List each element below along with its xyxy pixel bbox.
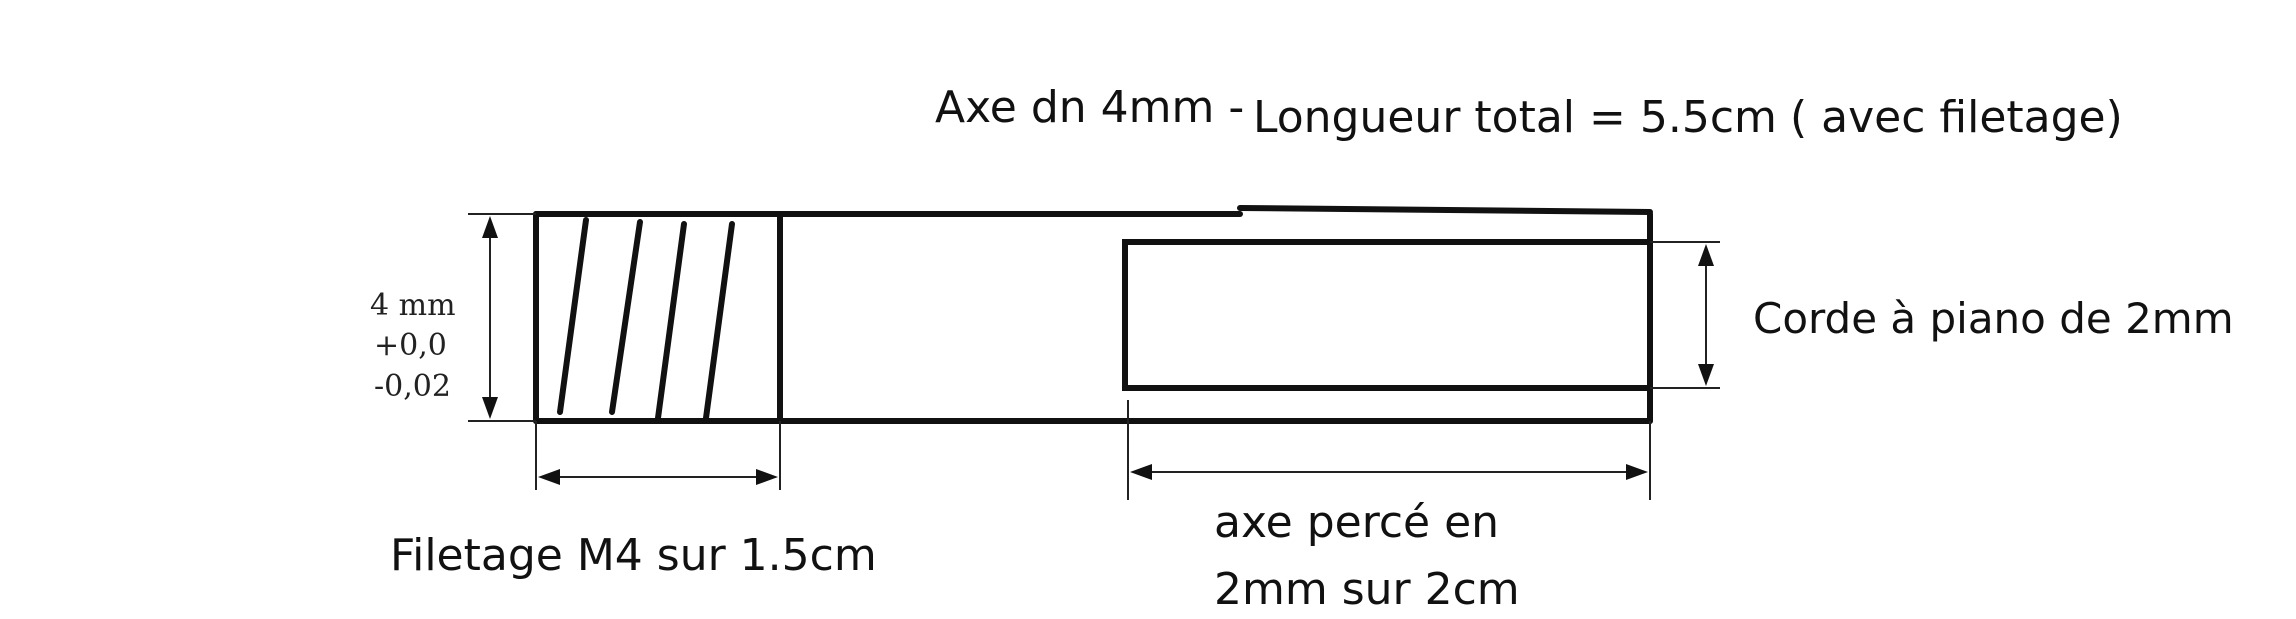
axle-top-edge-handdrawn <box>1237 205 1653 215</box>
diameter-arrow-top <box>482 216 498 238</box>
bore-length-dimension <box>1127 400 1651 500</box>
piano-wire-label: Corde à piano de 2mm <box>1753 294 2234 343</box>
bore-arrow-top <box>1698 244 1714 266</box>
drilled-bore <box>1122 239 1653 391</box>
thread-stroke-1 <box>557 217 589 415</box>
thread-length-label: Filetage M4 sur 1.5cm <box>390 530 877 581</box>
thread-stroke-4 <box>703 221 735 421</box>
diameter-dimension <box>468 213 536 422</box>
tolerance-lower: -0,02 <box>374 369 451 404</box>
thread-length-dimension <box>535 421 781 490</box>
thread-stroke-2 <box>609 219 643 415</box>
bore-depth-label-line1: axe percé en <box>1214 497 1499 548</box>
thread-stroke-3 <box>655 221 687 421</box>
bore-arrow-bottom <box>1698 364 1714 386</box>
thread-hatching <box>557 217 735 421</box>
bore-dimension <box>1650 241 1720 389</box>
total-length-label: Longueur total = 5.5cm <box>1253 92 1777 143</box>
bore-len-arrow-left <box>1130 464 1152 480</box>
axle-diameter-label: Axe dn 4mm - <box>935 82 1244 133</box>
diameter-arrow-bottom <box>482 397 498 419</box>
bore-len-arrow-right <box>1626 464 1648 480</box>
thread-arrow-right <box>756 469 778 485</box>
thread-arrow-left <box>538 469 560 485</box>
tolerance-nominal: 4 mm <box>370 288 456 323</box>
bore-depth-label-line2: 2mm sur 2cm <box>1214 564 1520 615</box>
with-thread-label: ( avec filetage) <box>1790 92 2123 143</box>
tolerance-upper: +0,0 <box>374 328 447 363</box>
